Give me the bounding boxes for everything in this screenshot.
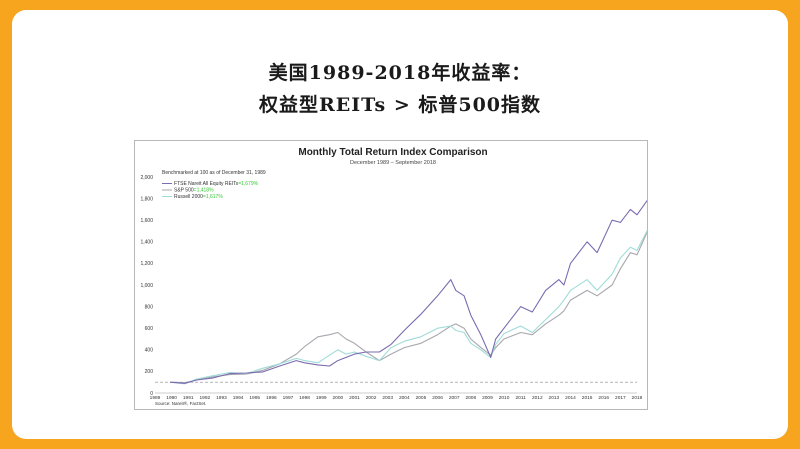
- x-tick-label: 2003: [382, 395, 393, 401]
- y-tick-label: 600: [145, 326, 154, 332]
- chart-annotation: Benchmarked at 100 as of December 31, 19…: [162, 170, 266, 176]
- x-tick-label: 2006: [432, 395, 443, 401]
- chart-title: Monthly Total Return Index Comparison: [298, 147, 487, 158]
- x-tick-label: 1990: [166, 395, 177, 401]
- x-tick-label: 2009: [482, 395, 493, 401]
- y-tick-label: 1,600: [140, 218, 153, 224]
- y-tick-label: 400: [145, 348, 154, 354]
- x-tick-label: 1989: [150, 395, 161, 401]
- x-tick-label: 2004: [399, 395, 410, 401]
- x-tick-label: 2014: [565, 395, 576, 401]
- series-line-2: [169, 227, 650, 385]
- y-tick-label: 800: [145, 304, 154, 310]
- legend-label: FTSE Nareit All Equity REITs=1,679%: [174, 181, 259, 187]
- page-title-line-2: 权益型REITs > 标普500指数: [258, 94, 542, 116]
- y-tick-label: 1,000: [140, 283, 153, 289]
- series-line-0: [169, 198, 650, 384]
- series-line-1: [169, 228, 650, 384]
- x-tick-label: 1997: [283, 395, 294, 401]
- x-tick-label: 1994: [233, 395, 244, 401]
- y-tick-label: 0: [150, 391, 153, 397]
- chart-source: Source: Nareit®, FactSet.: [155, 400, 206, 406]
- x-tick-label: 1995: [249, 395, 260, 401]
- chart-frame: Monthly Total Return Index Comparison De…: [134, 140, 650, 410]
- x-tick-label: 1998: [299, 395, 310, 401]
- y-tick-label: 1,400: [140, 240, 153, 246]
- x-tick-label: 2002: [366, 395, 377, 401]
- x-tick-label: 1992: [200, 395, 211, 401]
- x-tick-label: 2012: [532, 395, 543, 401]
- y-tick-label: 200: [145, 369, 154, 375]
- page-title-line-1: 美国1989-2018年收益率：: [268, 62, 532, 84]
- chart-subtitle: December 1989 – September 2018: [350, 160, 436, 166]
- x-tick-label: 1993: [216, 395, 227, 401]
- x-tick-label: 2017: [615, 395, 626, 401]
- legend-value: =1,617%: [203, 194, 223, 200]
- y-tick-label: 2,000: [140, 175, 153, 181]
- x-tick-label: 2001: [349, 395, 360, 401]
- x-tick-label: 1991: [183, 395, 194, 401]
- x-tick-label: 1996: [266, 395, 277, 401]
- legend-value: =1,679%: [238, 181, 258, 187]
- x-tick-label: 2013: [549, 395, 560, 401]
- x-tick-label: 2005: [416, 395, 427, 401]
- legend-value: =1,418%: [194, 188, 214, 194]
- x-tick-label: 1999: [316, 395, 327, 401]
- x-tick-label: 2000: [332, 395, 343, 401]
- x-tick-label: 2008: [465, 395, 476, 401]
- legend-label: Russell 2000=1,617%: [174, 194, 223, 200]
- x-tick-label: 2016: [598, 395, 609, 401]
- x-tick-label: 2011: [515, 395, 526, 401]
- y-tick-label: 1,200: [140, 261, 153, 267]
- x-tick-label: 2015: [582, 395, 593, 401]
- line-chart: Monthly Total Return Index Comparison De…: [140, 147, 650, 406]
- x-tick-label: 2007: [449, 395, 460, 401]
- legend-label: S&P 500=1,418%: [174, 188, 214, 194]
- x-tick-label: 2010: [499, 395, 510, 401]
- y-tick-label: 1,800: [140, 196, 153, 202]
- x-tick-label: 2018: [632, 395, 643, 401]
